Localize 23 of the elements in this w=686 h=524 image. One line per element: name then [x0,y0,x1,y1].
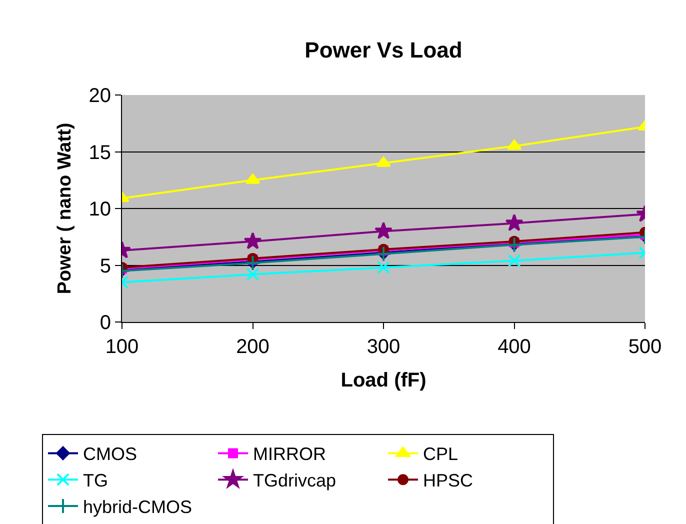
x-tick-label: 400 [498,336,531,358]
y-axis-title: Power ( nano Watt) [54,122,76,294]
legend-label: TG [83,470,108,491]
x-tick-label: 300 [366,336,400,358]
legend-label: HPSC [423,470,474,491]
legend-label: CPL [423,444,458,464]
legend-label: MIRROR [253,444,326,464]
point [376,156,391,167]
y-tick-label: 20 [88,85,111,107]
x-tick-label: 200 [236,336,270,358]
y-tick-label: 5 [100,255,111,278]
point [377,261,390,274]
x-axis-title: Load (fF) [340,370,426,392]
legend-label: CMOS [83,444,137,464]
point [374,222,392,239]
legend-label: TGdrivcap [253,470,336,491]
x-tick-label: 500 [628,336,662,358]
y-tick-label: 15 [88,142,111,164]
x-tick-label: 100 [105,336,139,358]
legend-label: hybrid-CMOS [83,497,192,518]
chart-title: Power Vs Load [304,37,462,62]
y-tick-label: 0 [100,312,111,334]
y-tick-label: 10 [88,198,111,220]
